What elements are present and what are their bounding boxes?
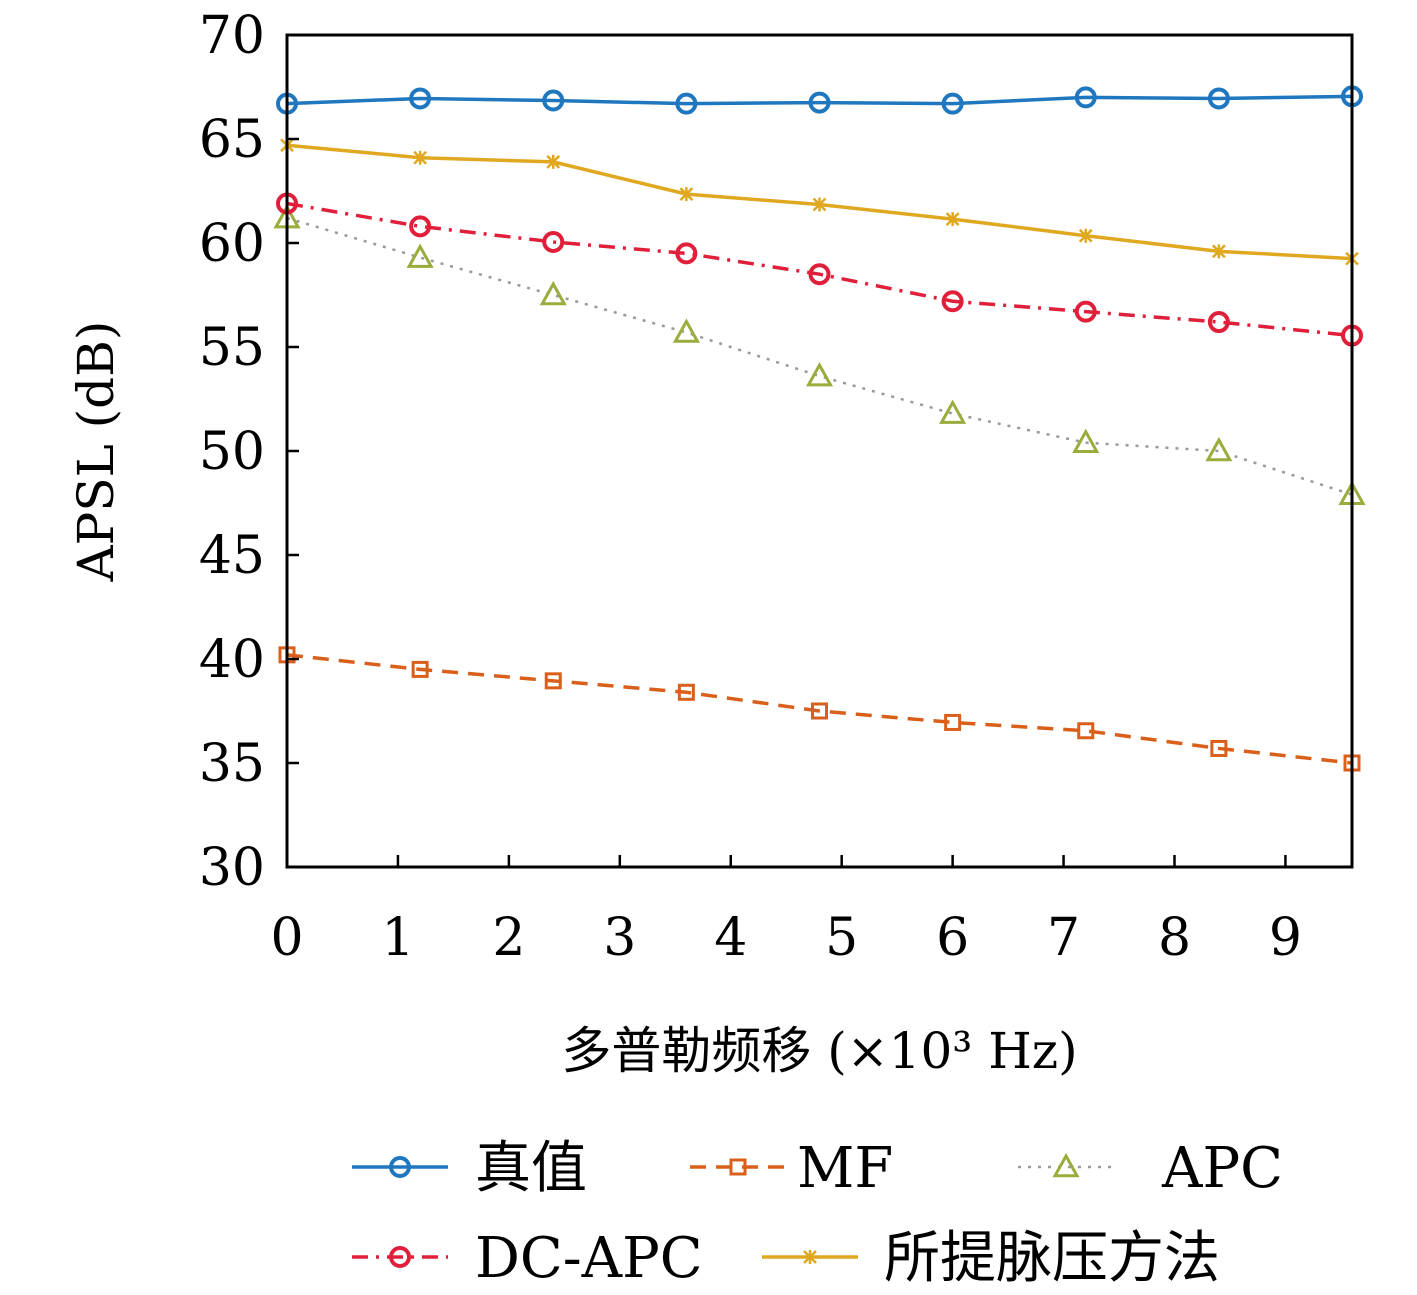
series-line [286, 653, 1353, 765]
y-axis-title: APSL (dB) [67, 321, 125, 583]
series-0 [276, 85, 1363, 115]
legend-label: 真值 [475, 1136, 587, 1201]
y-tick-label: 70 [199, 6, 265, 66]
legend-marker [803, 1250, 817, 1264]
data-point [672, 318, 700, 343]
data-point [944, 713, 962, 731]
y-tick-label: 50 [199, 422, 265, 482]
data-point [406, 243, 434, 268]
data-point [805, 362, 834, 387]
legend-item: 所提脉压方法 [762, 1226, 1220, 1291]
y-tick-label: 45 [199, 526, 265, 586]
x-axis-title: 多普勒频移 (×10³ Hz) [561, 1022, 1077, 1080]
legend-label: DC-APC [475, 1226, 703, 1291]
legend-label: MF [797, 1136, 893, 1201]
series-1 [278, 646, 1361, 772]
x-tick-label: 2 [492, 908, 525, 968]
legend-item: APC [1018, 1136, 1283, 1201]
plot-area [273, 85, 1366, 772]
data-point [675, 92, 698, 115]
x-tick-label: 7 [1047, 908, 1080, 968]
data-point [808, 263, 831, 286]
legend-item: MF [690, 1136, 893, 1201]
series-2 [273, 203, 1366, 505]
series-line [286, 94, 1353, 106]
x-tick-label: 1 [381, 908, 414, 968]
data-point [1211, 244, 1226, 259]
series-line [286, 201, 1353, 338]
x-tick-label: 5 [825, 908, 858, 968]
data-point [811, 702, 828, 720]
data-point [413, 150, 428, 165]
data-point [945, 212, 960, 227]
data-point [679, 187, 694, 202]
y-tick-label: 40 [199, 630, 265, 690]
y-tick-label: 55 [199, 318, 265, 378]
data-point [941, 290, 964, 313]
data-point [677, 683, 695, 701]
data-point [539, 280, 567, 306]
x-tick-label: 0 [270, 908, 303, 968]
data-point [941, 92, 964, 115]
data-point [1074, 300, 1097, 323]
data-point [1078, 228, 1093, 243]
y-tick-label: 65 [199, 110, 265, 170]
data-point [1205, 436, 1233, 462]
data-point [411, 660, 429, 678]
y-tick-label: 30 [199, 838, 265, 898]
legend-label: 所提脉压方法 [884, 1226, 1220, 1291]
data-point [542, 230, 565, 253]
data-point [1077, 722, 1095, 740]
y-tick-label: 60 [199, 214, 265, 274]
data-point [1210, 739, 1228, 757]
legend-marker [389, 1246, 411, 1268]
legend-marker [729, 1158, 747, 1176]
legend-marker [389, 1156, 411, 1178]
x-tick-label: 6 [936, 908, 969, 968]
x-tick-label: 8 [1158, 908, 1191, 968]
data-point [939, 399, 967, 424]
legend-marker [1052, 1152, 1080, 1178]
legend-item: DC-APC [352, 1226, 703, 1291]
data-point [544, 672, 562, 690]
data-point [409, 87, 432, 110]
data-point [546, 154, 561, 169]
series-3 [276, 192, 1363, 347]
data-point [808, 91, 831, 114]
series-line [286, 216, 1353, 496]
data-point [1207, 87, 1230, 110]
data-point [812, 197, 827, 212]
data-point [1074, 86, 1097, 109]
x-tick-label: 4 [714, 908, 747, 968]
x-tick-label: 3 [603, 908, 636, 968]
series-4 [280, 138, 1359, 266]
data-point [542, 89, 565, 112]
data-point [1207, 311, 1230, 334]
y-tick-label: 35 [199, 734, 265, 794]
legend: 真值 MF APC DC-APC 所提脉压方法 [352, 1136, 1283, 1291]
x-tick-label: 9 [1269, 908, 1302, 968]
data-point [409, 215, 432, 238]
legend-label: APC [1161, 1136, 1283, 1201]
data-point [675, 242, 698, 265]
data-point [1072, 428, 1100, 453]
legend-item: 真值 [352, 1136, 587, 1201]
